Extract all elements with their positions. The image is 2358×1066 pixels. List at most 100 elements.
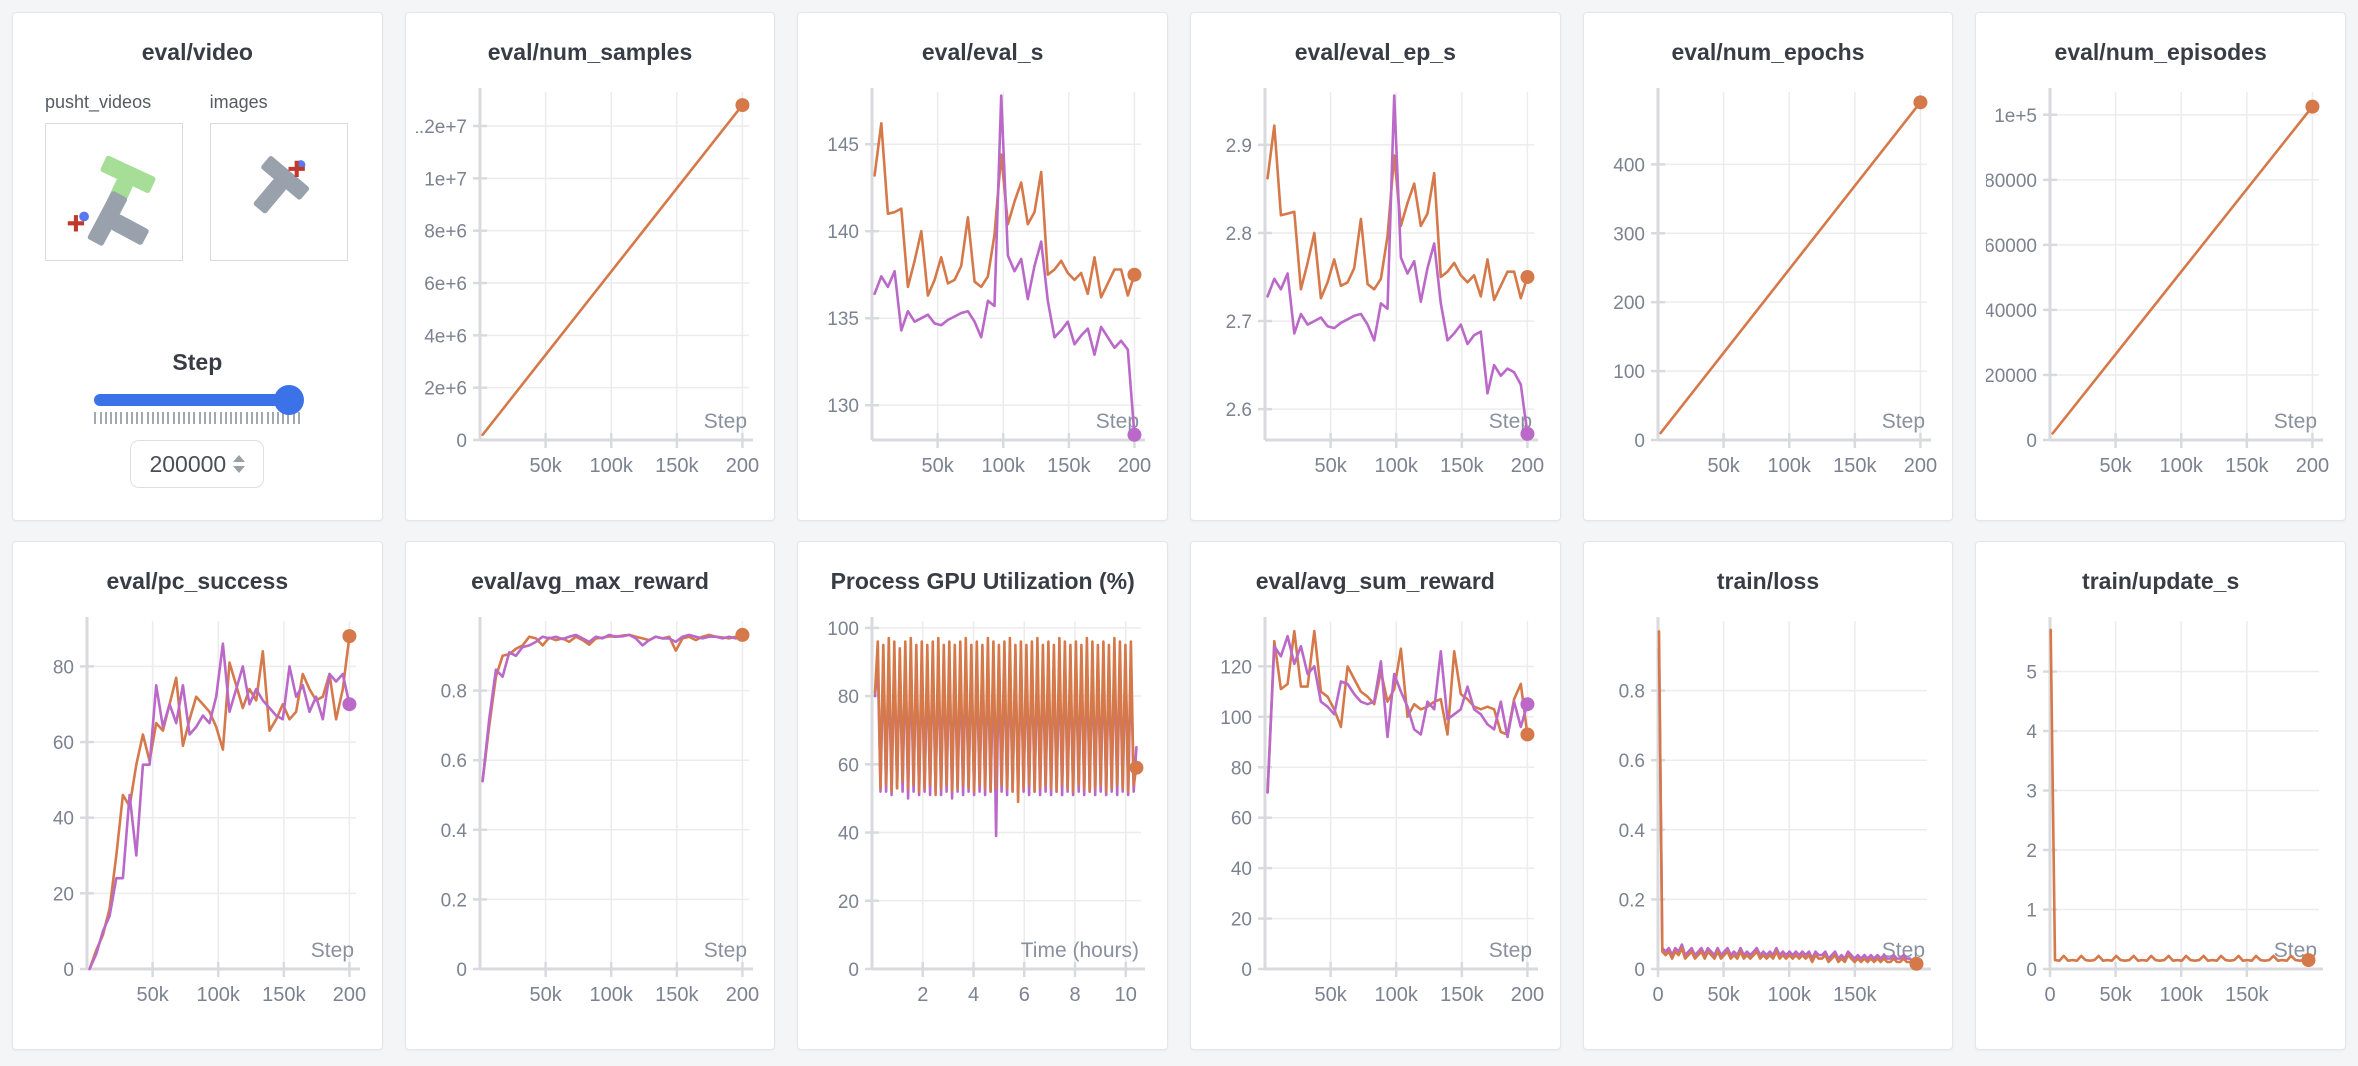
svg-text:Step: Step (1096, 410, 1139, 433)
svg-text:130: 130 (828, 396, 860, 417)
svg-text:0: 0 (2027, 960, 2038, 981)
svg-text:150k: 150k (2225, 455, 2269, 477)
svg-text:60: 60 (838, 755, 859, 776)
svg-text:50k: 50k (922, 455, 955, 477)
chart-canvas[interactable]: 0 0.2 0.4 0.6 0.8 50k 100k 150k 200 Step (416, 605, 765, 1017)
svg-text:6: 6 (1019, 984, 1030, 1006)
chart-canvas[interactable]: 0 20 40 60 80 100 120 50k 100k 150k 200 Step (1201, 605, 1550, 1017)
chart-canvas[interactable]: 0 20 40 60 80 50k 100k 150k 200 Step (23, 605, 372, 1017)
svg-text:2.8: 2.8 (1226, 224, 1252, 245)
svg-text:0.4: 0.4 (1618, 821, 1645, 842)
svg-text:0: 0 (1634, 960, 1645, 981)
svg-text:100k: 100k (589, 984, 633, 1006)
svg-text:20: 20 (53, 884, 74, 905)
svg-text:10: 10 (1115, 984, 1137, 1006)
svg-text:Time (hours): Time (hours) (1021, 939, 1139, 962)
svg-text:4e+6: 4e+6 (424, 326, 467, 347)
panel-chart: train/update_s 0 1 2 3 4 5 0 50k 100k 150k Step (1975, 541, 2346, 1050)
svg-text:2.9: 2.9 (1226, 136, 1252, 157)
svg-text:0.6: 0.6 (440, 751, 466, 772)
svg-text:40: 40 (838, 824, 859, 845)
chart-canvas[interactable]: 0 1 2 3 4 5 0 50k 100k 150k Step (1986, 605, 2335, 1017)
svg-text:40: 40 (53, 809, 74, 830)
panel-title: eval/pc_success (106, 568, 289, 594)
svg-text:2.6: 2.6 (1226, 400, 1252, 421)
step-slider-label: Step (172, 349, 223, 375)
video-thumbnail-images[interactable] (209, 123, 348, 261)
panel-chart: eval/pc_success 0 20 40 60 80 50k 100k 150k 200 S… (12, 541, 383, 1050)
svg-text:200: 200 (1511, 984, 1544, 1006)
svg-text:80: 80 (1231, 758, 1252, 779)
svg-text:3: 3 (2027, 782, 2038, 803)
svg-text:40: 40 (1231, 859, 1252, 880)
svg-text:50k: 50k (1707, 455, 1740, 477)
step-input[interactable]: 200000 (130, 440, 265, 488)
svg-text:135: 135 (828, 309, 860, 330)
svg-text:Step: Step (1489, 410, 1532, 433)
svg-text:2: 2 (2027, 841, 2038, 862)
video-thumbnail-pusht[interactable] (45, 123, 183, 261)
svg-text:2e+6: 2e+6 (424, 379, 467, 400)
chart-canvas[interactable]: 0 2e+6 4e+6 6e+6 8e+6 1e+7 1.2e+7 50k 100k 150k 20… (408, 76, 765, 488)
chart-canvas[interactable]: 0 0.2 0.4 0.6 0.8 0 50k 100k 150k Step (1594, 605, 1943, 1017)
stepper-up-icon[interactable] (233, 455, 246, 462)
svg-text:120: 120 (1220, 657, 1252, 678)
slider-track[interactable] (94, 385, 305, 415)
panel-chart: eval/num_episodes 0 20000 40000 60000 80000 1… (1975, 12, 2346, 521)
chart-canvas[interactable]: 0 20 40 60 80 100 2 4 6 8 10 Time (hours) (808, 605, 1157, 1017)
panel-chart: eval/eval_ep_s 2.6 2.7 2.8 2.9 50k 100k 150k 20… (1189, 12, 1561, 521)
svg-text:0.2: 0.2 (440, 890, 466, 911)
svg-text:100k: 100k (1767, 984, 1811, 1006)
svg-text:200: 200 (333, 984, 366, 1006)
svg-text:Step: Step (1881, 410, 1924, 433)
svg-text:60: 60 (53, 733, 74, 754)
svg-text:0: 0 (1652, 984, 1663, 1006)
chart-canvas[interactable]: 0 20000 40000 60000 80000 1e+5 50k 100k 150k 200 S… (1984, 76, 2335, 488)
slider-thumb[interactable] (274, 385, 305, 415)
svg-text:Step: Step (1489, 939, 1532, 962)
svg-text:60: 60 (1231, 809, 1252, 830)
step-value[interactable]: 200000 (149, 450, 227, 477)
svg-text:100k: 100k (2160, 455, 2204, 477)
media-row: pusht_videos (23, 92, 372, 261)
svg-text:8e+6: 8e+6 (424, 222, 467, 243)
svg-text:0.8: 0.8 (1618, 682, 1644, 703)
svg-text:150k: 150k (1047, 455, 1091, 477)
panel-title: eval/num_epochs (1671, 39, 1865, 65)
svg-text:100k: 100k (1375, 455, 1419, 477)
stepper-arrows[interactable] (233, 455, 246, 473)
svg-text:60000: 60000 (1986, 236, 2037, 257)
panel-title: eval/avg_max_reward (471, 568, 709, 594)
panel-title: eval/num_samples (487, 39, 693, 65)
step-slider[interactable] (94, 385, 305, 424)
svg-text:4: 4 (968, 984, 979, 1006)
svg-text:150k: 150k (1440, 455, 1484, 477)
step-control: Step 200000 (23, 349, 372, 488)
panel-title: eval/eval_ep_s (1294, 39, 1456, 65)
svg-text:150k: 150k (1833, 455, 1877, 477)
svg-text:200: 200 (1613, 293, 1645, 314)
svg-text:50k: 50k (1314, 455, 1347, 477)
svg-text:100k: 100k (982, 455, 1026, 477)
svg-text:2: 2 (918, 984, 929, 1006)
svg-text:40000: 40000 (1986, 301, 2037, 322)
svg-text:100k: 100k (2160, 984, 2204, 1006)
chart-canvas[interactable]: 0 100 200 300 400 50k 100k 150k 200 Step (1594, 76, 1943, 488)
slider-ruler (94, 412, 300, 424)
stepper-down-icon[interactable] (233, 466, 246, 473)
svg-text:100: 100 (1613, 362, 1645, 383)
svg-text:200: 200 (1511, 455, 1544, 477)
svg-text:1.2e+7: 1.2e+7 (416, 117, 467, 138)
svg-text:0.6: 0.6 (1618, 751, 1644, 772)
svg-text:100k: 100k (1375, 984, 1419, 1006)
media-item-images: images (209, 92, 350, 261)
svg-text:50k: 50k (2100, 984, 2133, 1006)
svg-text:200: 200 (725, 984, 758, 1006)
svg-text:50k: 50k (136, 984, 169, 1006)
chart-canvas[interactable]: 130 135 140 145 50k 100k 150k 200 Step (808, 76, 1157, 488)
svg-text:1: 1 (2027, 901, 2038, 922)
chart-canvas[interactable]: 2.6 2.7 2.8 2.9 50k 100k 150k 200 Step (1201, 76, 1550, 488)
media-label: pusht_videos (45, 92, 152, 112)
svg-text:200: 200 (1118, 455, 1151, 477)
panel-title: eval/video (141, 39, 253, 65)
